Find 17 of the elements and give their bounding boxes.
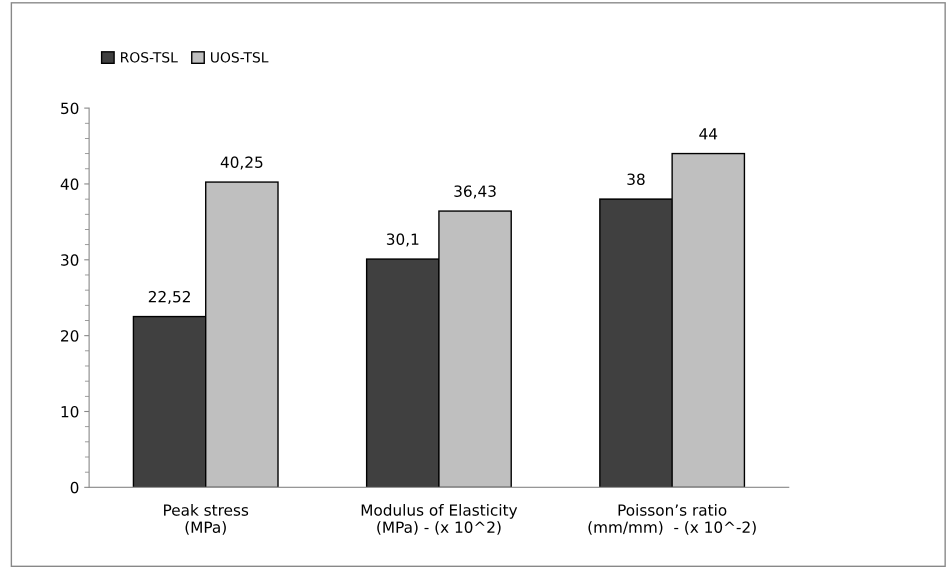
legend-label: UOS-TSL — [211, 52, 268, 63]
data-label: 40,25 — [220, 156, 262, 170]
data-label: 44 — [699, 128, 718, 140]
legend-label: ROS-TSL — [121, 52, 178, 63]
data-label: 22,52 — [148, 290, 190, 304]
data-label: 36,43 — [454, 185, 496, 199]
y-tick-label: 10 — [62, 406, 78, 418]
y-tick-label: 20 — [61, 330, 78, 342]
y-tick-label: 50 — [61, 102, 78, 114]
x-tick-label: Peak stress (MPa) — [164, 504, 248, 535]
y-tick-label: 30 — [61, 254, 78, 266]
y-tick-label: 0 — [70, 482, 78, 494]
x-tick-label: Modulus of Elasticity (MPa) - (x 10^2) — [362, 504, 518, 535]
data-label: 30,1 — [386, 233, 418, 247]
x-tick-label: Poisson’s ratio (mm/mm) - (x 10^-2) — [588, 504, 756, 535]
data-label: 38 — [627, 173, 645, 186]
y-tick-label: 40 — [60, 178, 78, 190]
